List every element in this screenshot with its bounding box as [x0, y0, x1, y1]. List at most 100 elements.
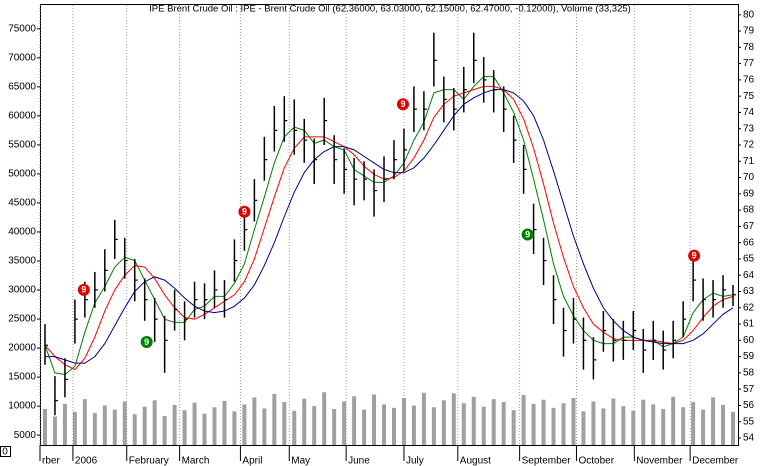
y-tick-label: 70 [743, 172, 755, 183]
y2-tick-label: 50000 [8, 169, 36, 180]
y2-tick-label: 40000 [8, 227, 36, 238]
y-tick-label: 69 [743, 188, 755, 199]
volume-bar [411, 405, 416, 445]
volume-bar [511, 410, 516, 445]
volume-bar [372, 394, 377, 445]
volume-bar [252, 397, 257, 445]
volume-bar [541, 399, 546, 445]
volume-bar [661, 409, 666, 445]
volume-bar [132, 414, 137, 445]
volume-bar [711, 397, 716, 445]
volume-bar [42, 409, 47, 445]
volume-bar [202, 413, 207, 445]
volume-bar [731, 411, 736, 445]
volume-bar [122, 401, 127, 445]
volume-bar [292, 410, 297, 445]
volume-bar [501, 402, 506, 445]
y-tick-label: 65 [743, 254, 755, 265]
y-tick-label: 76 [743, 75, 755, 86]
volume-bar [142, 406, 147, 445]
x-tick-label: October [578, 456, 614, 466]
y2-tick-label: 45000 [8, 198, 36, 209]
y-tick-label: 54 [743, 433, 755, 444]
y-tick-label: 72 [743, 140, 755, 151]
volume-bar [721, 404, 726, 445]
signal-label: 9 [144, 337, 149, 347]
volume-bar [222, 400, 227, 445]
y-tick-label: 66 [743, 237, 755, 248]
volume-bar [302, 398, 307, 445]
y2-tick-label: 25000 [8, 314, 36, 325]
volume-bar [72, 411, 77, 445]
chart-title: IPE Brent Crude Oil : IPE - Brent Crude … [149, 4, 631, 15]
volume-bar [242, 404, 247, 445]
volume-bar [362, 409, 367, 445]
y-tick-label: 80 [743, 9, 755, 20]
volume-bar [312, 406, 317, 445]
y-tick-label: 59 [743, 351, 755, 362]
y-tick-label: 67 [743, 221, 755, 232]
volume-bar [212, 407, 217, 445]
volume-bar [471, 396, 476, 445]
volume-bar [152, 400, 157, 445]
y-tick-label: 74 [743, 107, 755, 118]
y-tick-label: 57 [743, 384, 755, 395]
corner-box [0, 446, 11, 457]
volume-bar [591, 401, 596, 445]
y2-tick-label: 35000 [8, 256, 36, 267]
y-tick-label: 58 [743, 368, 755, 379]
moving-average [44, 76, 734, 376]
signal-marker [140, 335, 153, 348]
y2-tick-label: 10000 [8, 401, 36, 412]
volume-bar [531, 403, 536, 445]
y-tick-label: 64 [743, 270, 755, 281]
y2-tick-label: 20000 [8, 343, 36, 354]
moving-average [44, 89, 734, 364]
y2-tick-label: 5000 [14, 430, 37, 441]
x-tick-label: August [460, 456, 491, 466]
y-tick-label: 61 [743, 319, 755, 330]
y-tick-label: 56 [743, 400, 755, 411]
signal-marker [396, 98, 409, 111]
y-tick-label: 79 [743, 26, 755, 37]
volume-bar [342, 401, 347, 445]
volume-bar [352, 396, 357, 445]
y-tick-label: 62 [743, 302, 755, 313]
volume-bar [401, 397, 406, 445]
volume-bar [691, 402, 696, 445]
signal-label: 9 [400, 99, 405, 109]
signal-label: 9 [242, 207, 247, 217]
volume-bar [461, 403, 466, 445]
corner-label: 0 [2, 447, 8, 458]
x-tick-label: April [242, 456, 262, 466]
volume-bar [232, 411, 237, 445]
volume-bar [651, 404, 656, 445]
y2-tick-label: 65000 [8, 81, 36, 92]
x-tick-label: November [636, 456, 683, 466]
volume-bar [102, 405, 107, 445]
y2-tick-label: 55000 [8, 140, 36, 151]
plot-frame [40, 4, 739, 446]
volume-bar [561, 403, 566, 445]
signal-marker [238, 205, 251, 218]
volume-bar [641, 399, 646, 445]
y-tick-label: 68 [743, 205, 755, 216]
y2-tick-label: 30000 [8, 285, 36, 296]
x-tick-label: March [182, 456, 210, 466]
volume-bar [441, 400, 446, 445]
volume-bar [282, 402, 287, 445]
volume-bar [162, 415, 167, 445]
volume-bar [551, 407, 556, 445]
y2-tick-label: 70000 [8, 52, 36, 63]
volume-bar [92, 413, 97, 445]
volume-bar [481, 406, 486, 445]
volume-bar [521, 395, 526, 445]
volume-bar [571, 397, 576, 445]
volume-bar [701, 409, 706, 445]
y-tick-label: 75 [743, 91, 755, 102]
volume-bar [382, 404, 387, 445]
y-tick-label: 77 [743, 58, 755, 69]
volume-bar [172, 404, 177, 445]
volume-bar [192, 402, 197, 445]
